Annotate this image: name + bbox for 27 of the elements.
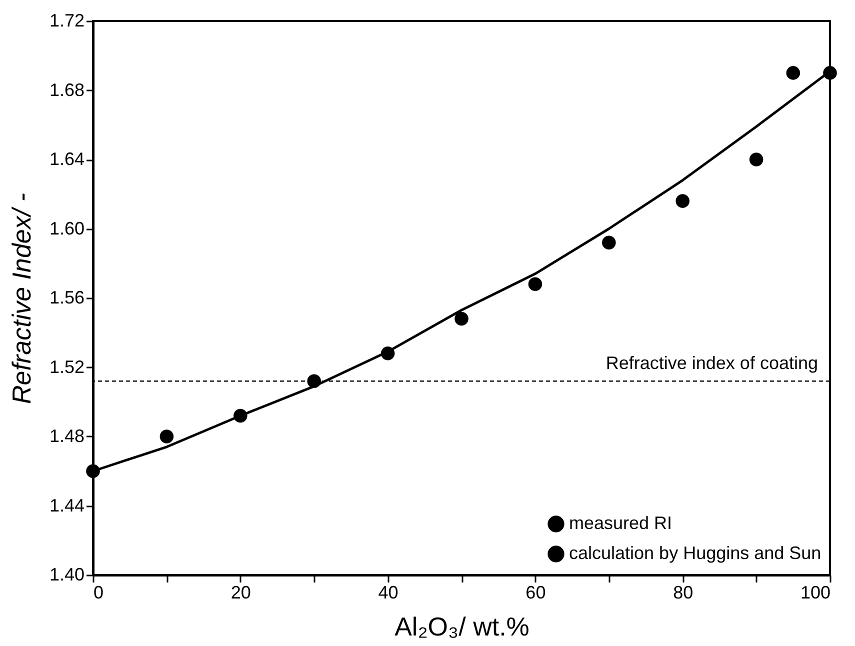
point (160, 430, 174, 444)
y-tick-label: 1.72 (49, 10, 84, 30)
point (786, 66, 800, 80)
y-tick-label: 1.40 (49, 564, 84, 584)
legend-label: calculation by Huggins and Sun (569, 543, 822, 563)
legend-label: measured RI (569, 513, 672, 533)
y-tick-label: 1.60 (49, 218, 84, 238)
point (749, 152, 764, 166)
ref-line-label: Refractive index of coating (606, 353, 818, 374)
y-tick-label: 1.64 (49, 149, 84, 169)
y-tick-label: 1.56 (49, 288, 84, 308)
y-tick-label: 1.68 (49, 80, 84, 100)
point (676, 194, 690, 208)
point (602, 236, 616, 250)
x-tick-label: 0 (94, 582, 104, 602)
y-tick-label: 1.52 (49, 356, 84, 377)
x-tick-label: 40 (378, 582, 398, 602)
x-tick-label: 80 (673, 582, 694, 602)
x-tick-label: 60 (526, 582, 546, 602)
x-tick-label: 100 (800, 582, 830, 602)
point (528, 277, 542, 292)
point (454, 312, 468, 326)
y-axis-title: Refractive Index/ - (6, 192, 36, 404)
x-axis-title: Al₂O₃/ wt.% (394, 612, 530, 642)
y-tick-label: 1.48 (49, 426, 84, 446)
x-tick-label: 20 (230, 582, 251, 602)
y-tick-label: 1.44 (49, 495, 84, 516)
